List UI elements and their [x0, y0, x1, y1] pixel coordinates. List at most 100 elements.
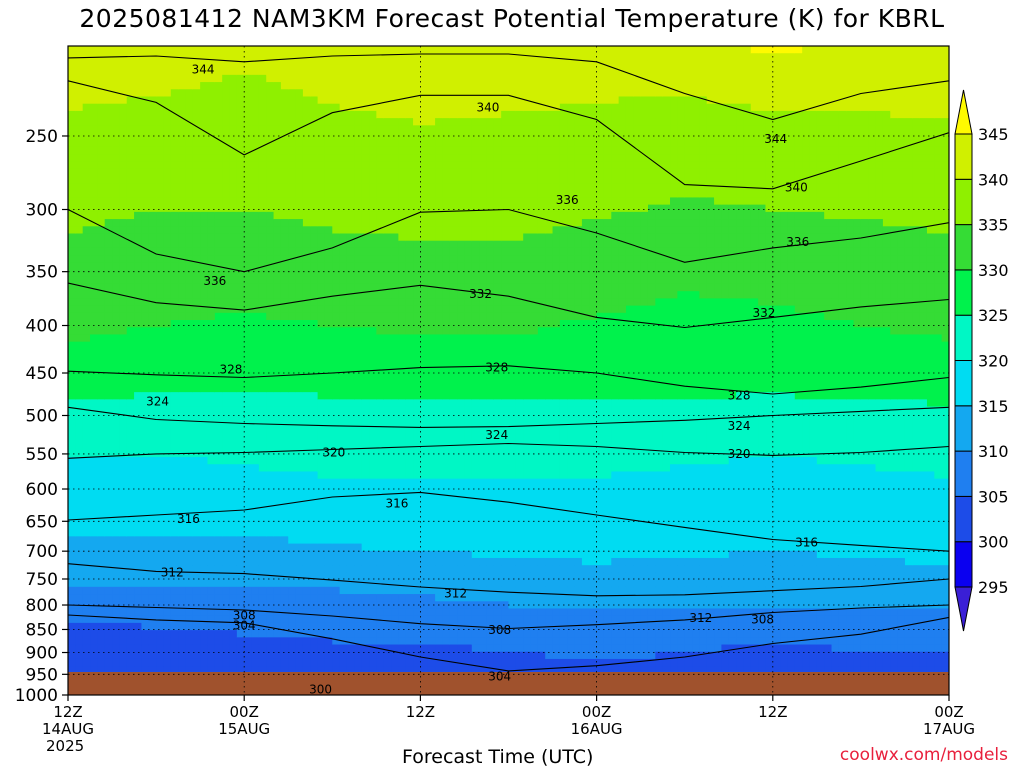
field-cell: [90, 139, 98, 148]
field-cell: [192, 53, 201, 62]
field-cell: [295, 565, 304, 574]
field-cell: [302, 255, 311, 263]
field-cell: [207, 161, 216, 170]
field-cell: [185, 471, 194, 480]
field-cell: [398, 630, 407, 638]
field-cell: [295, 457, 304, 465]
field-cell: [427, 478, 436, 487]
field-cell: [244, 622, 253, 631]
field-cell: [156, 392, 165, 400]
field-cell: [361, 276, 370, 285]
field-cell: [75, 82, 84, 90]
field-cell: [346, 219, 355, 227]
field-cell: [369, 521, 377, 530]
field-cell: [185, 384, 194, 393]
field-cell: [405, 247, 414, 256]
field-cell: [229, 594, 238, 602]
field-cell: [163, 485, 172, 494]
field-cell: [288, 384, 297, 393]
field-cell: [302, 291, 311, 299]
field-cell: [442, 406, 451, 415]
field-cell: [317, 154, 326, 162]
field-cell: [258, 298, 267, 307]
field-cell: [376, 233, 385, 242]
field-cell: [148, 118, 157, 126]
field-cell: [258, 139, 267, 148]
field-cell: [90, 377, 98, 386]
field-cell: [178, 370, 187, 379]
field-cell: [68, 82, 76, 90]
field-cell: [119, 536, 128, 545]
field-cell: [354, 334, 363, 343]
field-cell: [391, 356, 399, 364]
field-cell: [244, 211, 253, 220]
field-cell: [251, 74, 260, 83]
field-cell: [104, 557, 113, 566]
field-cell: [258, 500, 267, 509]
field-cell: [324, 543, 333, 552]
field-cell: [442, 543, 451, 552]
field-cell: [126, 305, 135, 314]
field-cell: [405, 161, 414, 170]
field-cell: [90, 226, 98, 235]
field-cell: [148, 457, 157, 465]
field-cell: [317, 146, 326, 155]
field-cell: [295, 601, 304, 610]
field-cell: [192, 240, 201, 249]
field-cell: [435, 507, 444, 516]
field-cell: [346, 493, 355, 501]
field-cell: [68, 370, 76, 379]
field-cell: [126, 420, 135, 429]
field-cell: [302, 536, 311, 545]
field-cell: [391, 521, 399, 530]
field-cell: [178, 283, 187, 292]
field-cell: [97, 67, 106, 76]
field-cell: [97, 500, 106, 509]
field-cell: [141, 247, 150, 256]
field-cell: [310, 262, 319, 271]
field-cell: [134, 529, 143, 537]
field-cell: [112, 233, 120, 242]
field-cell: [442, 53, 451, 62]
field-cell: [163, 341, 172, 350]
field-cell: [258, 377, 267, 386]
field-cell: [104, 413, 113, 422]
field-cell: [185, 298, 194, 307]
field-cell: [391, 565, 399, 574]
field-cell: [464, 594, 473, 602]
field-cell: [185, 53, 194, 62]
field-cell: [163, 327, 172, 336]
field-cell: [112, 298, 120, 307]
field-cell: [200, 565, 209, 574]
field-cell: [332, 125, 341, 134]
field-cell: [192, 103, 201, 112]
field-cell: [266, 601, 275, 610]
field-cell: [163, 211, 172, 220]
field-cell: [192, 175, 201, 184]
field-cell: [156, 146, 165, 155]
field-cell: [435, 161, 444, 170]
field-cell: [112, 601, 120, 610]
field-cell: [141, 348, 150, 357]
field-cell: [449, 493, 458, 501]
field-cell: [310, 219, 319, 227]
field-cell: [200, 74, 209, 83]
field-cell: [332, 572, 341, 581]
field-cell: [288, 103, 297, 112]
field-cell: [280, 283, 289, 292]
field-cell: [435, 543, 444, 552]
field-cell: [214, 219, 223, 227]
field-cell: [354, 240, 363, 249]
field-cell: [361, 82, 370, 90]
field-cell: [236, 154, 245, 162]
field-cell: [251, 413, 260, 422]
field-cell: [376, 110, 385, 119]
field-cell: [178, 82, 187, 90]
field-cell: [457, 283, 466, 292]
field-cell: [420, 255, 429, 263]
field-cell: [222, 269, 231, 278]
field-cell: [413, 384, 421, 393]
field-cell: [354, 377, 363, 386]
field-cell: [244, 233, 253, 242]
field-cell: [97, 305, 106, 314]
